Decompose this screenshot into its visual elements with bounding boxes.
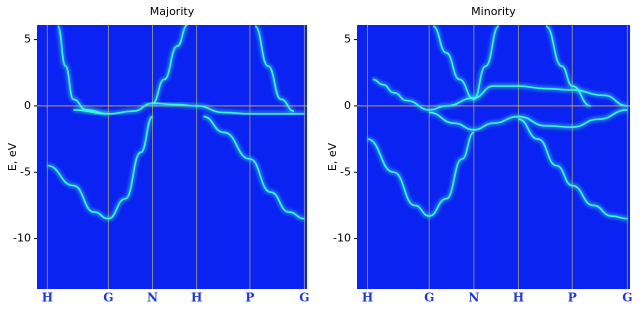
x-tick-label: H — [513, 291, 524, 305]
y-tick-label: -10 — [333, 232, 351, 245]
band — [429, 109, 628, 131]
x-tick-label: N — [468, 291, 479, 305]
x-tick-label: G — [622, 291, 632, 305]
y-tick-label: 5 — [24, 33, 31, 46]
band — [254, 25, 295, 113]
band — [152, 25, 188, 105]
band — [73, 102, 305, 115]
band — [203, 115, 305, 220]
x-tick-label: P — [245, 291, 254, 305]
y-tick-label: 0 — [24, 99, 31, 112]
x-tick-label: N — [147, 291, 158, 305]
x-tick-label: H — [191, 291, 202, 305]
x-tick-label: P — [568, 291, 577, 305]
y-tick-label: 5 — [344, 33, 351, 46]
band — [545, 25, 591, 107]
band — [473, 25, 500, 101]
chart-title: Majority — [150, 5, 195, 18]
band — [47, 115, 154, 220]
y-tick-label: -5 — [20, 165, 31, 178]
x-tick-label: G — [103, 291, 113, 305]
plot-area — [37, 25, 307, 289]
y-axis-label: E, eV — [326, 142, 339, 171]
y-tick-label: -10 — [13, 232, 31, 245]
x-tick-label: G — [424, 291, 434, 305]
y-axis-label: E, eV — [6, 142, 19, 171]
band — [518, 118, 628, 220]
x-tick-label: H — [42, 291, 53, 305]
band — [432, 25, 475, 101]
band — [367, 131, 475, 217]
y-tick-label: -5 — [340, 165, 351, 178]
y-tick-label: 0 — [344, 99, 351, 112]
x-tick-label: G — [299, 291, 309, 305]
x-tick-label: H — [362, 291, 373, 305]
chart-title: Minority — [471, 5, 516, 18]
plot-area — [357, 25, 630, 289]
